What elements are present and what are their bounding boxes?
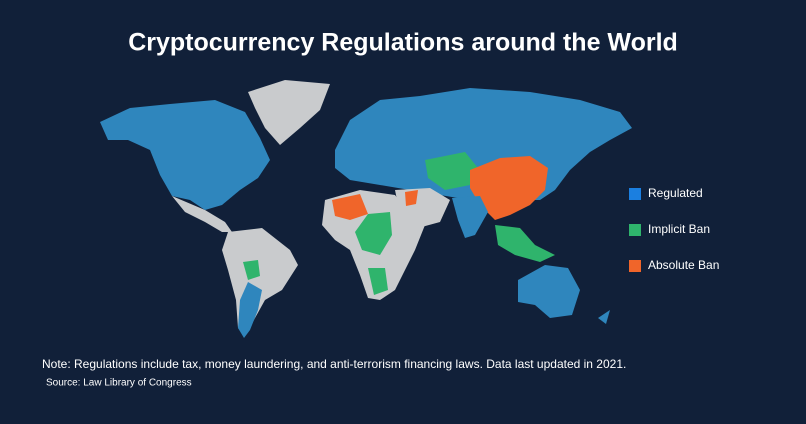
africa-implicit [355,212,392,255]
new-zealand [598,310,610,324]
china [470,156,548,220]
legend-label: Absolute Ban [648,258,719,272]
legend-swatch [629,260,641,272]
legend-label: Regulated [648,186,703,200]
eurasia [335,88,632,205]
australia [518,265,580,318]
india [452,196,488,238]
central-america [172,196,232,232]
southeast-asia [495,225,555,262]
greenland [248,80,330,145]
world-map [100,80,632,338]
source: Source: Law Library of Congress [46,378,192,389]
north-america [100,100,270,210]
bolivia [243,260,260,280]
legend-label: Implicit Ban [648,222,710,236]
persian-gulf-bans [405,190,418,206]
title: Cryptocurrency Regulations around the Wo… [128,29,678,57]
legend-swatch [629,188,641,200]
note: Note: Regulations include tax, money lau… [42,357,626,371]
argentina [238,282,262,338]
legend: Regulated Implicit Ban Absolute Ban [629,186,719,272]
north-africa-bans [332,194,368,220]
southern-africa-implicit [368,268,388,295]
legend-swatch [629,224,641,236]
central-asia [425,152,478,190]
